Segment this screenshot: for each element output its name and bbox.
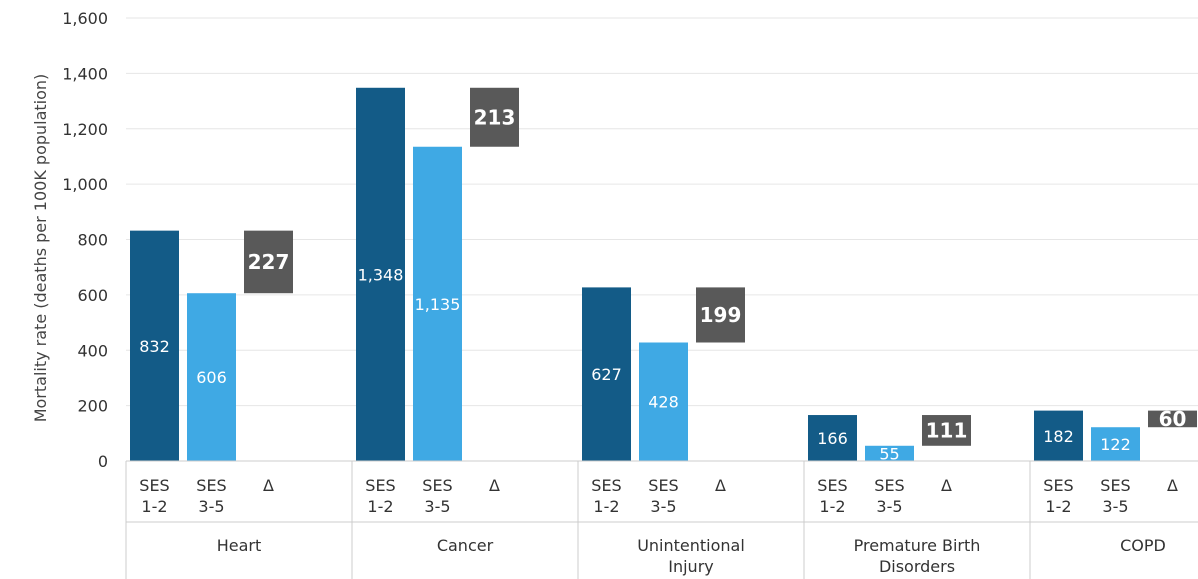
- bar-ses-1-2: [582, 287, 631, 461]
- y-tick-label: 400: [77, 341, 108, 360]
- y-axis-title: Mortality rate (deaths per 100K populati…: [31, 74, 50, 423]
- subcategory-label: 3-5: [424, 497, 450, 516]
- delta-value-label: 60: [1159, 407, 1187, 431]
- subcategory-label: Δ: [941, 476, 952, 495]
- subcategory-label: 1-2: [819, 497, 845, 516]
- delta-value-label: 227: [248, 250, 290, 274]
- bar-value-label: 122: [1100, 435, 1131, 454]
- y-tick-label: 0: [98, 452, 108, 471]
- gridlines: [126, 17, 1198, 407]
- bar-value-label: 832: [139, 337, 170, 356]
- bar-value-label: 428: [648, 393, 679, 412]
- subcategory-label: 3-5: [1102, 497, 1128, 516]
- bar-ses-1-2: [808, 415, 857, 461]
- category-label: COPD: [1120, 536, 1166, 555]
- category-label: Cancer: [437, 536, 494, 555]
- y-tick-label: 1,400: [62, 64, 108, 83]
- bar-ses-3-5: [639, 342, 688, 461]
- bar-value-label: 55: [879, 444, 899, 463]
- subcategory-label: SES: [817, 476, 847, 495]
- bar-ses-3-5: [187, 293, 236, 461]
- subcategory-label: Δ: [263, 476, 274, 495]
- category-label: Heart: [217, 536, 262, 555]
- subcategory-label: 3-5: [650, 497, 676, 516]
- bar-delta: [1148, 410, 1197, 428]
- bar-ses-1-2: [1034, 410, 1083, 461]
- subcategory-label: SES: [1043, 476, 1073, 495]
- subcategory-label: Δ: [715, 476, 726, 495]
- y-tick-label: 600: [77, 286, 108, 305]
- subcategory-label: SES: [1100, 476, 1130, 495]
- bar-value-label: 1,348: [358, 265, 404, 284]
- subcategory-label: SES: [591, 476, 621, 495]
- bar-value-label: 606: [196, 368, 227, 387]
- delta-value-label: 199: [700, 303, 742, 327]
- subcategory-label: SES: [139, 476, 169, 495]
- bar-delta: [244, 230, 293, 294]
- y-tick-label: 200: [77, 397, 108, 416]
- bar-delta: [696, 287, 745, 343]
- subcategory-label: SES: [648, 476, 678, 495]
- bar-value-label: 1,135: [415, 295, 461, 314]
- subcategory-label: 3-5: [876, 497, 902, 516]
- bar-value-label: 166: [817, 429, 848, 448]
- subcategory-label: SES: [196, 476, 226, 495]
- y-axis-ticks: 0 200 400 600 800 1,000 1,200 1,400 1,600: [62, 9, 108, 471]
- subcategory-label: SES: [365, 476, 395, 495]
- delta-value-label: 111: [926, 418, 968, 442]
- y-tick-label: 1,600: [62, 9, 108, 28]
- subcategory-label: 1-2: [593, 497, 619, 516]
- category-label: Premature Birth: [854, 536, 981, 555]
- subcategory-label: 1-2: [367, 497, 393, 516]
- subcategory-label: SES: [422, 476, 452, 495]
- bar-ses-3-5: [1091, 427, 1140, 461]
- bar-delta: [470, 87, 519, 147]
- subcategory-label: 1-2: [141, 497, 167, 516]
- bar-value-label: 627: [591, 365, 622, 384]
- y-tick-label: 1,200: [62, 120, 108, 139]
- bar-delta: [922, 415, 971, 446]
- subcategory-label: SES: [874, 476, 904, 495]
- bar-ses-3-5: [413, 146, 462, 461]
- category-label: Unintentional: [637, 536, 745, 555]
- subcategory-label: Δ: [489, 476, 500, 495]
- subcategory-label: 3-5: [198, 497, 224, 516]
- category-label: Injury: [668, 557, 714, 576]
- x-axis: SES 1-2 SES 3-5 Δ Heart SES 1-2 SES 3-5 Δ Cancer SES…: [125, 460, 1198, 579]
- value-labels: 832 606 227 1,348 1,135 213 627 428 199 166 55 111 1…: [139, 105, 1186, 463]
- category-label: Disorders: [879, 557, 955, 576]
- bar-value-label: 182: [1043, 427, 1074, 446]
- subcategory-label: 1-2: [1045, 497, 1071, 516]
- y-tick-label: 1,000: [62, 175, 108, 194]
- subcategory-label: Δ: [1167, 476, 1178, 495]
- bar-ses-1-2: [130, 230, 179, 461]
- bar-ses-1-2: [356, 87, 405, 462]
- bars: [130, 87, 1197, 462]
- delta-value-label: 213: [474, 105, 516, 129]
- y-tick-label: 800: [77, 231, 108, 250]
- bar-ses-3-5: [865, 445, 914, 461]
